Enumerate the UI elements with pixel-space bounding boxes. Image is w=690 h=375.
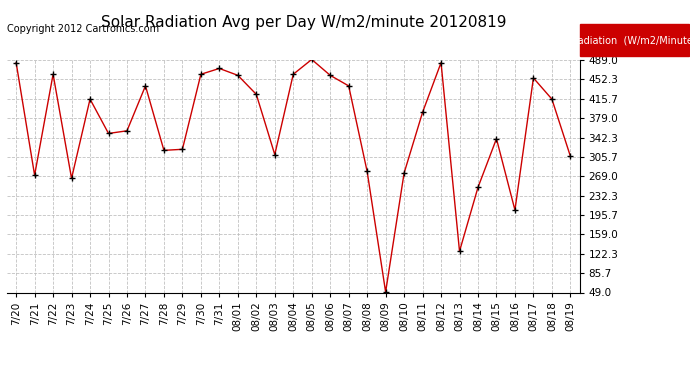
Text: Solar Radiation Avg per Day W/m2/minute 20120819: Solar Radiation Avg per Day W/m2/minute … bbox=[101, 15, 506, 30]
Text: Copyright 2012 Cartronics.com: Copyright 2012 Cartronics.com bbox=[7, 24, 159, 34]
Text: Radiation  (W/m2/Minute): Radiation (W/m2/Minute) bbox=[571, 35, 690, 45]
